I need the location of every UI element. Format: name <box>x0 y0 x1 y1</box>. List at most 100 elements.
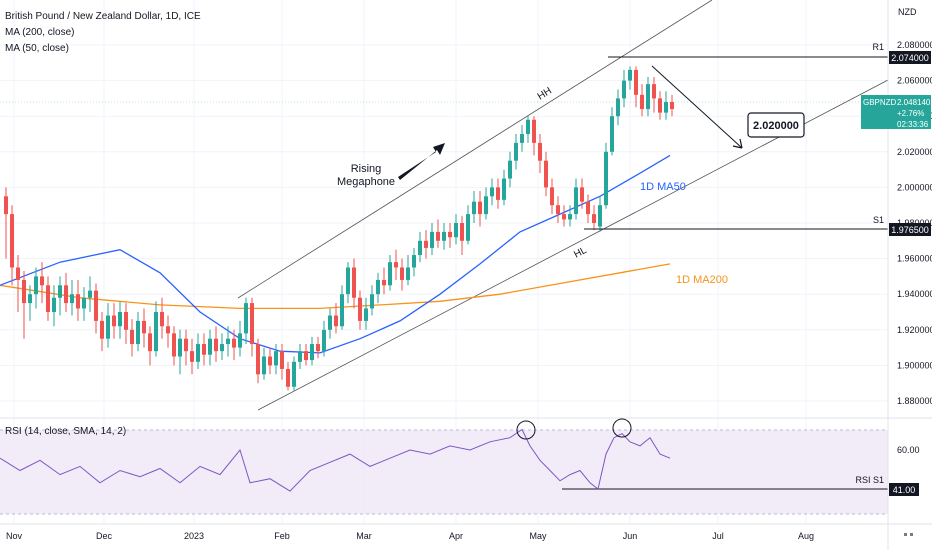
candle-body <box>556 205 560 215</box>
candle-body <box>568 214 572 220</box>
s1-badge-value: 1.976500 <box>891 225 929 235</box>
price-tick-label: 1.960000 <box>897 254 932 264</box>
candle-body <box>436 231 440 241</box>
candle-body <box>10 214 14 268</box>
time-label: Mar <box>356 531 372 541</box>
candle-body <box>514 142 518 161</box>
candle-body <box>502 178 506 200</box>
candle-body <box>406 267 410 280</box>
candle-body <box>130 329 134 345</box>
candle-body <box>22 279 26 304</box>
rising-label-2: Megaphone <box>337 176 395 188</box>
price-tick-label: 1.920000 <box>897 325 932 335</box>
candle-body <box>628 69 632 81</box>
candle-body <box>100 320 104 339</box>
candle-body <box>142 320 146 334</box>
candle-body <box>610 116 614 152</box>
candle-body <box>118 312 122 327</box>
time-label: Dec <box>96 531 113 541</box>
candle-body <box>106 315 110 339</box>
candle-body <box>52 297 56 312</box>
candle-body <box>490 187 494 197</box>
candle-body <box>238 333 242 348</box>
currency-label: NZD <box>898 7 917 17</box>
candle-body <box>454 223 458 238</box>
legend-title: British Pound / New Zealand Dollar, 1D, … <box>5 11 201 22</box>
candle-body <box>310 344 314 361</box>
time-label: Jul <box>712 531 724 541</box>
candle-body <box>376 279 380 295</box>
rsi-s1-label: RSI S1 <box>855 475 884 485</box>
candle-body <box>202 344 206 355</box>
candle-body <box>388 262 392 286</box>
candle-body <box>280 351 284 369</box>
candle-body <box>64 285 68 304</box>
candle-body <box>340 294 344 327</box>
candle-body <box>346 267 350 295</box>
target-label: 2.020000 <box>753 120 799 132</box>
candle-body <box>16 267 20 280</box>
projection-arrowhead <box>732 138 743 149</box>
ma200-line <box>0 263 671 310</box>
r1-label: R1 <box>872 42 884 52</box>
rising-label-1: Rising <box>351 163 382 175</box>
candle-body <box>4 196 8 215</box>
candle-body <box>394 262 398 268</box>
candle-body <box>370 294 374 309</box>
change-pct: +2.76% <box>897 109 924 118</box>
candle-body <box>316 344 320 352</box>
target-box <box>747 112 805 138</box>
candle-body <box>562 214 566 220</box>
candle-body <box>322 329 326 352</box>
candle-body <box>424 240 428 248</box>
candle-body <box>616 98 620 117</box>
candle-body <box>58 285 62 298</box>
candle-body <box>76 294 80 309</box>
candle-body <box>520 134 524 143</box>
ma200-annotation: 1D MA200 <box>676 274 728 286</box>
candle-body <box>670 101 674 110</box>
time-label: 2023 <box>184 531 204 541</box>
r1-badge-value: 2.074000 <box>891 53 929 63</box>
rsi-s1-badge-value: 41.00 <box>893 485 916 495</box>
candle-body <box>172 333 176 357</box>
price-tick-label: 1.880000 <box>897 396 932 406</box>
candle-body <box>190 351 194 362</box>
candle-body <box>550 187 554 206</box>
candle-body <box>544 160 548 188</box>
candle-body <box>418 240 422 256</box>
candle-body <box>496 187 500 200</box>
rsi-line <box>0 428 671 492</box>
candle-body <box>232 338 236 348</box>
candle-body <box>178 338 182 357</box>
time-label: Apr <box>449 531 463 541</box>
candle-body <box>448 231 452 238</box>
time-label: May <box>529 531 547 541</box>
candle-body <box>268 356 272 366</box>
time-label: Feb <box>274 531 290 541</box>
rsi-peak-circle-2 <box>612 418 632 438</box>
s1-badge <box>889 223 931 236</box>
candle-body <box>574 187 578 215</box>
candle-body <box>70 294 74 304</box>
candle-body <box>28 294 32 304</box>
candle-body <box>382 279 386 286</box>
countdown: 02:33:36 <box>897 120 929 129</box>
candle-body <box>34 276 38 295</box>
candle-body <box>508 160 512 179</box>
candle-body <box>244 303 248 334</box>
candle-body <box>658 98 662 113</box>
candle-body <box>598 205 602 227</box>
candles <box>4 66 674 391</box>
candle-body <box>622 80 626 99</box>
price-tick-label: 2.020000 <box>897 147 932 157</box>
settings-icon[interactable] <box>904 533 913 536</box>
rsi-ticks: 60.00 <box>897 445 920 455</box>
last-price: 2.048140 <box>897 98 931 107</box>
candle-body <box>652 84 656 99</box>
axis-corner[interactable] <box>889 526 931 548</box>
candle-body <box>400 267 404 280</box>
ma50-line <box>0 154 671 354</box>
candle-body <box>430 231 434 248</box>
candle-body <box>442 231 446 241</box>
